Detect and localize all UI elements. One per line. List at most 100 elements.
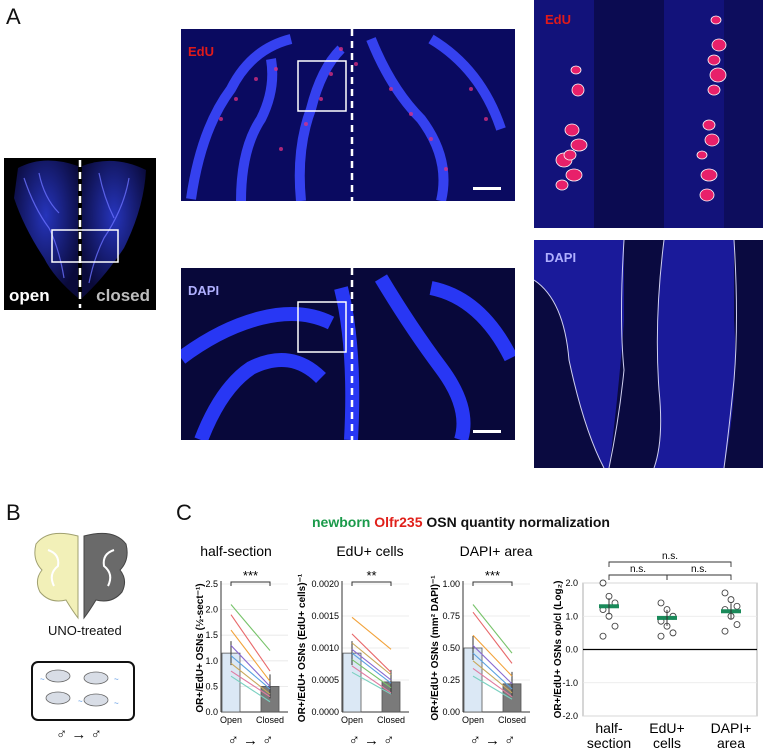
edu-overview-image: EdU: [181, 29, 515, 201]
dapi-zoom-label: DAPI: [545, 250, 577, 265]
edu-zoom-image: EdU: [534, 0, 763, 228]
panel-c-title: newborn Olfr235 OSN quantity normalizati…: [312, 514, 610, 530]
y-tick-label: 0.0020: [311, 579, 339, 589]
x-tick-label: Closed: [498, 715, 526, 725]
y-tick-label: 2.5: [205, 579, 218, 589]
dapi-label: DAPI: [188, 283, 220, 298]
significance-bracket: [230, 581, 271, 586]
paired-line: [351, 633, 392, 673]
svg-text:~: ~: [40, 675, 45, 684]
comparison-label: n.s.: [691, 564, 707, 575]
y-tick-label: 1.0: [205, 656, 218, 666]
x-category-label: area: [717, 735, 745, 751]
paired-line: [230, 662, 271, 695]
paired-line: [472, 634, 513, 677]
data-point: [657, 599, 665, 607]
edu-overview-drawing: [181, 29, 515, 201]
y-tick-label: 0.50: [442, 643, 460, 653]
panel-letter-a: A: [6, 4, 21, 29]
data-point: [669, 629, 677, 637]
sex-footer: ♂ → ♂: [470, 732, 516, 749]
x-category-label: section: [587, 735, 631, 751]
y-tick-label: 0.5: [205, 681, 218, 691]
paired-line: [230, 629, 271, 682]
y-tick-label: 0.00: [442, 707, 460, 717]
data-point: [599, 579, 607, 587]
dapi-overview-image: DAPI: [181, 268, 515, 440]
edu-zoom-label: EdU: [545, 12, 571, 27]
x-tick-label: Open: [220, 715, 242, 725]
paired-line: [472, 675, 513, 700]
sex-footer: ♂ → ♂: [228, 732, 274, 749]
paired-line: [351, 648, 392, 681]
paired-line: [472, 645, 513, 685]
y-axis-label: OR+/EdU+ OSNs (½-sect⁻¹): [195, 583, 206, 712]
panel-letter-c: C: [176, 500, 192, 525]
data-point: [733, 621, 741, 629]
y-axis-label: OR+/EdU+ OSNs (mm² DAPI)⁻¹: [430, 575, 441, 721]
y-tick-label: -2.0: [562, 711, 578, 721]
x-tick-label: Closed: [256, 715, 284, 725]
paired-line: [230, 614, 271, 672]
data-point: [611, 622, 619, 630]
paired-line: [472, 652, 513, 690]
paired-line: [351, 642, 392, 676]
chart-title: DAPI+ area: [460, 543, 533, 559]
significance-label: ***: [243, 568, 258, 583]
significance-bracket: [351, 581, 392, 586]
y-axis-label: OR+/EdU+ OSNs op/cl (Log₂): [553, 581, 564, 719]
dapi-zoom-image: DAPI: [534, 240, 763, 468]
x-tick-label: Open: [341, 715, 363, 725]
y-tick-label: 0.0005: [311, 675, 339, 685]
open-label: open: [9, 286, 50, 305]
y-tick-label: 2.0: [565, 578, 578, 588]
chart-title: half-section: [200, 543, 272, 559]
title-rest: OSN quantity normalization: [426, 514, 610, 530]
comparison-bracket: [608, 561, 732, 567]
y-tick-label: -1.0: [562, 678, 578, 688]
olfactory-epithelium-icon: [34, 532, 128, 620]
svg-text:~: ~: [78, 697, 83, 706]
uno-treated-label: UNO-treated: [48, 623, 122, 638]
sex-label-b: ♂ → ♂: [56, 726, 102, 743]
data-point: [599, 632, 607, 640]
mouse-cage-icon: ~ ~ ~ ~: [31, 661, 135, 721]
dapi-zoom-drawing: [534, 240, 763, 468]
paired-line: [351, 671, 392, 695]
comparison-bracket: [608, 574, 668, 580]
y-tick-label: 0.0: [205, 707, 218, 717]
y-tick-label: 0.25: [442, 675, 460, 685]
comparison-label: n.s.: [630, 564, 646, 575]
paired-line: [472, 604, 513, 654]
edu-label: EdU: [188, 44, 214, 59]
significance-label: ***: [485, 568, 500, 583]
whole-section-drawing: [4, 158, 156, 310]
comparison-bracket: [666, 574, 732, 580]
data-point: [727, 596, 735, 604]
paired-line: [230, 645, 271, 687]
y-axis-label: OR+/EdU+ OSNs (EdU+ cells)⁻¹: [297, 573, 308, 722]
closed-label: closed: [96, 286, 150, 305]
paired-line: [230, 655, 271, 690]
y-tick-label: 0.0010: [311, 643, 339, 653]
y-tick-label: 1.00: [442, 579, 460, 589]
paired-line: [472, 660, 513, 694]
x-tick-label: Closed: [377, 715, 405, 725]
y-tick-label: 0.75: [442, 611, 460, 621]
title-newborn: newborn: [312, 514, 371, 530]
paired-line: [230, 675, 271, 703]
significance-bracket: [472, 581, 513, 586]
y-tick-label: 0.0000: [311, 707, 339, 717]
panel-letter-b: B: [6, 500, 21, 525]
x-category-label: EdU+: [649, 720, 684, 736]
title-gene: Olfr235: [374, 514, 423, 530]
paired-line: [351, 652, 392, 684]
svg-text:~: ~: [114, 675, 119, 684]
edu-zoom-drawing: [534, 0, 763, 228]
y-tick-label: 1.0: [565, 611, 578, 621]
paired-line: [230, 604, 271, 651]
x-category-label: half-: [595, 720, 623, 736]
x-category-label: DAPI+: [711, 720, 752, 736]
comparison-label: n.s.: [662, 551, 678, 562]
paired-line: [472, 668, 513, 698]
